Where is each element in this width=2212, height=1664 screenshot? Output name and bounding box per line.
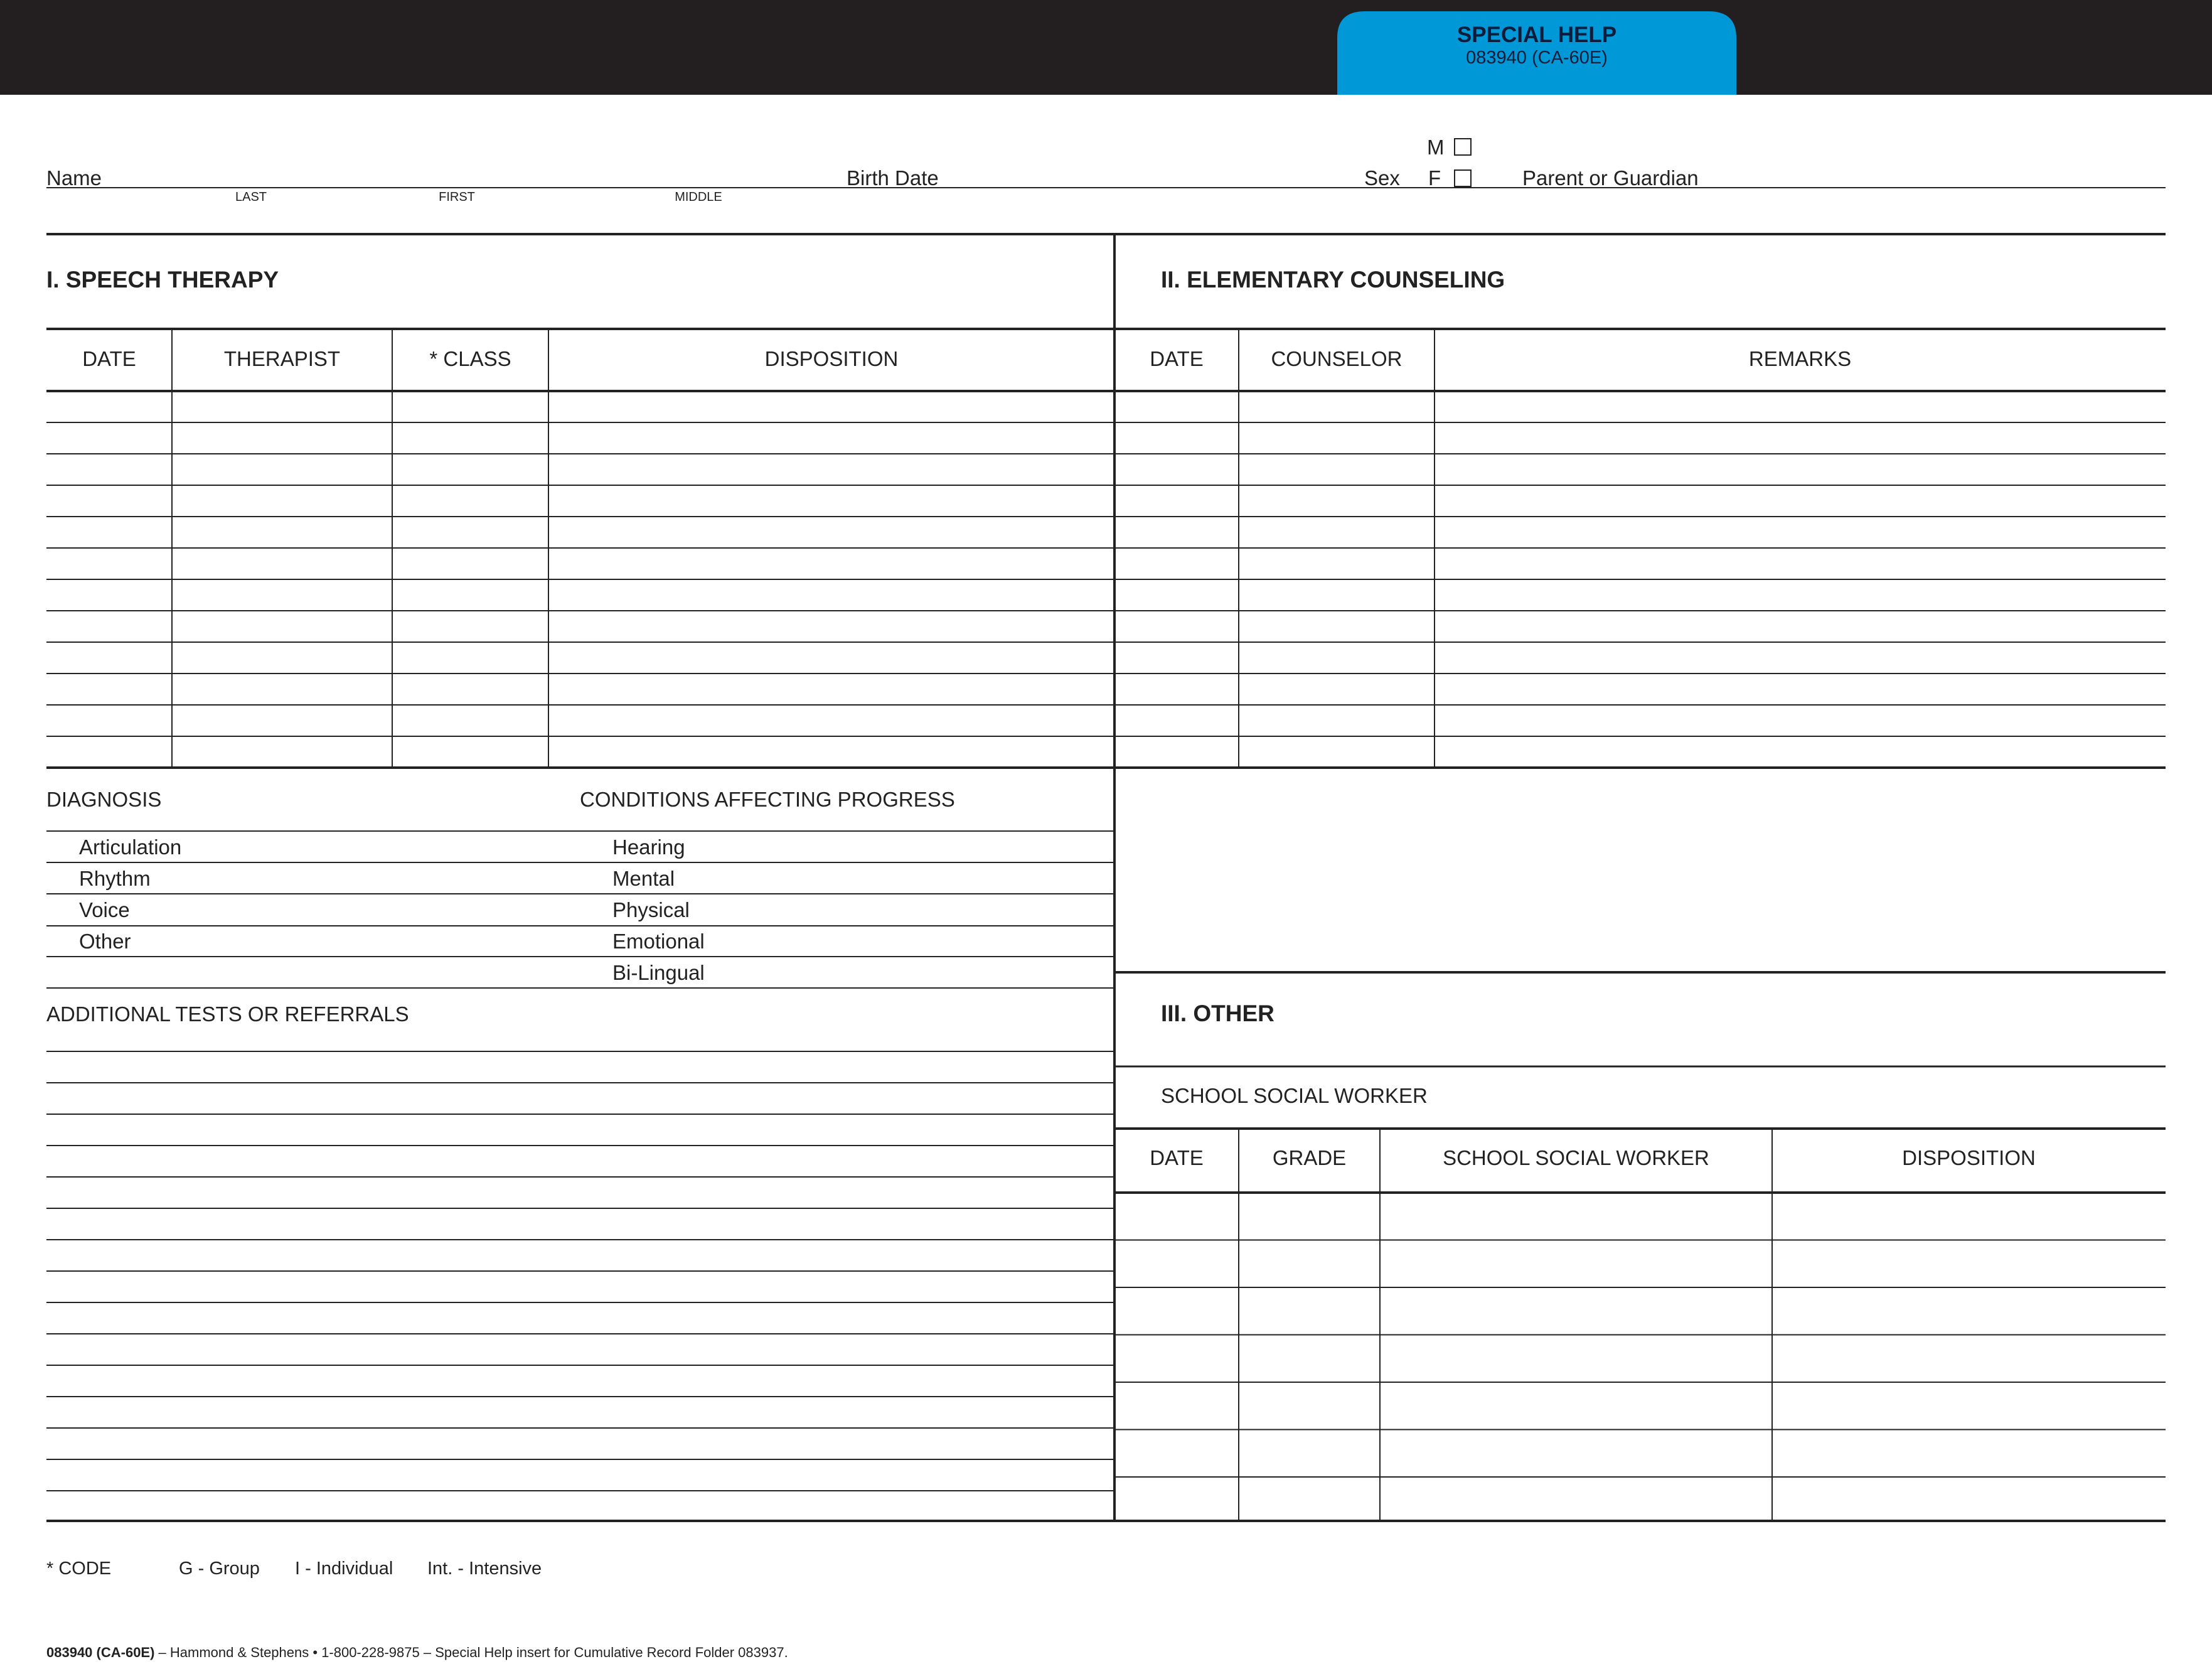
middle-label: MIDDLE (675, 190, 722, 204)
footer: 083940 (CA-60E) – Hammond & Stephens • 1… (46, 1645, 788, 1660)
first-label: FIRST (439, 190, 475, 204)
speech-column-header: DISPOSITION (765, 347, 899, 370)
social-worker-subtitle: SCHOOL SOCIAL WORKER (1161, 1084, 1428, 1107)
speech-therapy-title: I. SPEECH THERAPY (46, 267, 279, 293)
tab-title: SPECIAL HELP (1457, 23, 1616, 47)
other-column-header: DISPOSITION (1902, 1146, 2036, 1169)
female-checkbox[interactable] (1454, 169, 1472, 187)
female-label: F (1428, 166, 1441, 190)
code-intensive: Int. - Intensive (427, 1559, 542, 1579)
code-group: G - Group (179, 1559, 260, 1579)
other-column-header: GRADE (1273, 1146, 1346, 1169)
top-band (0, 0, 2212, 95)
elementary-counseling-title: II. ELEMENTARY COUNSELING (1161, 267, 1505, 293)
other-title: III. OTHER (1161, 1001, 1274, 1026)
diagnosis-label: DIAGNOSIS (46, 788, 161, 811)
speech-column-header: * CLASS (429, 347, 511, 370)
diagnosis-item: Voice (79, 898, 130, 921)
condition-item: Mental (612, 867, 675, 890)
other-column-header: DATE (1150, 1146, 1204, 1169)
diagnosis-item: Articulation (79, 835, 181, 859)
footer-text: – Hammond & Stephens • 1-800-228-9875 – … (154, 1645, 788, 1660)
condition-item: Physical (612, 898, 690, 921)
title-tab (1337, 11, 1736, 95)
speech-column-header: DATE (82, 347, 136, 370)
diagnosis-item: Rhythm (79, 867, 151, 890)
last-label: LAST (235, 190, 267, 204)
speech-column-header: THERAPIST (224, 347, 340, 370)
condition-item: Emotional (612, 930, 705, 953)
footer-code: 083940 (CA-60E) (46, 1645, 154, 1660)
form-lines (46, 233, 2166, 1522)
code-label: * CODE (46, 1559, 111, 1579)
male-checkbox[interactable] (1454, 138, 1472, 156)
counseling-column-header: COUNSELOR (1271, 347, 1402, 370)
birth-date-label: Birth Date (847, 166, 939, 190)
other-column-header: SCHOOL SOCIAL WORKER (1443, 1146, 1709, 1169)
counseling-column-header: DATE (1150, 347, 1204, 370)
diagnosis-item: Other (79, 930, 131, 953)
condition-item: Hearing (612, 835, 685, 859)
code-individual: I - Individual (295, 1559, 393, 1579)
conditions-label: CONDITIONS AFFECTING PROGRESS (580, 788, 955, 811)
sex-label: Sex (1364, 166, 1400, 190)
parent-label: Parent or Guardian (1522, 166, 1699, 190)
additional-tests-label: ADDITIONAL TESTS OR REFERRALS (46, 1002, 409, 1026)
male-label: M (1427, 136, 1445, 159)
condition-item: Bi-Lingual (612, 961, 705, 984)
counseling-column-header: REMARKS (1749, 347, 1851, 370)
tab-subtitle: 083940 (CA-60E) (1466, 48, 1608, 68)
name-label: Name (46, 166, 102, 190)
